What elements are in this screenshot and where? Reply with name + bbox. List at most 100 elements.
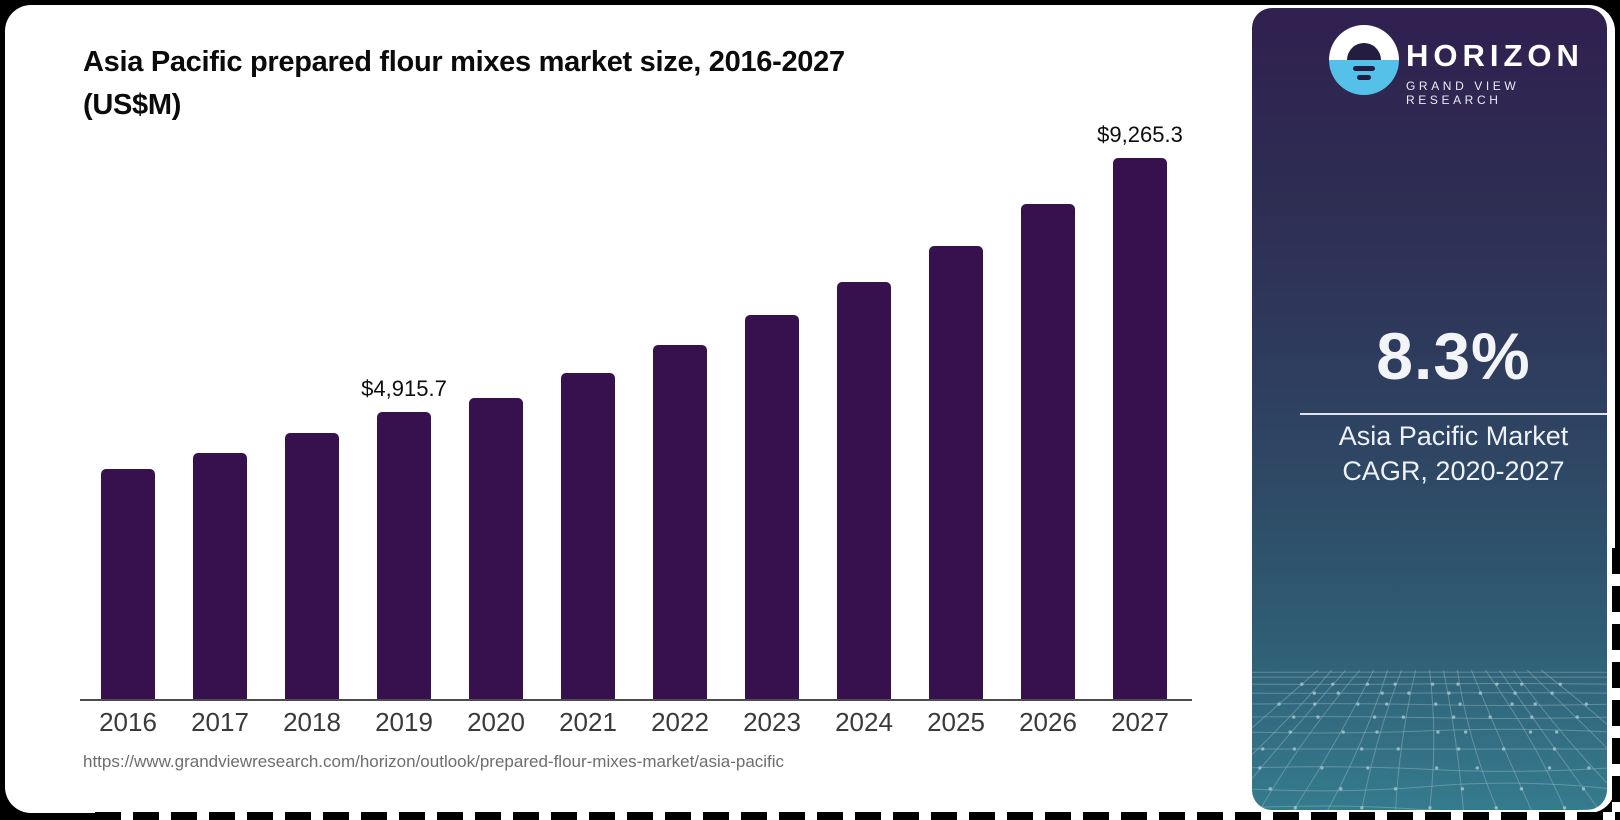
x-tick-2022: 2022 <box>651 707 709 737</box>
mesh-vline <box>1498 670 1600 810</box>
mesh-dot <box>1488 715 1492 719</box>
frame-dash-right <box>1612 548 1620 812</box>
mesh-dot <box>1430 682 1435 686</box>
mesh-dot <box>1365 682 1370 686</box>
mesh-dot <box>1366 766 1370 770</box>
x-tick-2020: 2020 <box>467 707 525 737</box>
bar-column-2020 <box>469 158 523 700</box>
mesh-hline <box>1252 703 1607 706</box>
mesh-dot <box>1584 702 1589 706</box>
mesh-dot <box>1393 787 1398 791</box>
bar-column-2022 <box>653 158 707 700</box>
mesh-vline <box>1470 670 1532 810</box>
mesh-hline <box>1252 728 1607 734</box>
mesh-dot <box>1458 702 1462 706</box>
mesh-dot <box>1434 702 1438 706</box>
brand-tagline: GRAND VIEW RESEARCH <box>1406 79 1520 107</box>
x-tick-2018: 2018 <box>283 707 341 737</box>
bar-2022 <box>653 345 707 700</box>
bar-2024 <box>837 282 891 700</box>
bar-column-2016 <box>101 158 155 700</box>
mesh-dot <box>1313 702 1317 706</box>
x-tick-2027: 2027 <box>1111 707 1169 737</box>
bar-2023 <box>745 315 799 700</box>
mesh-dot <box>1510 702 1514 706</box>
mesh-dot <box>1316 715 1320 719</box>
mesh-dot <box>1292 747 1297 751</box>
mesh-dot <box>1258 766 1262 770</box>
mesh-vline <box>1252 670 1333 756</box>
bar-column-2027: $9,265.3 <box>1097 122 1183 700</box>
cagr-stat-label-line2: CAGR, 2020-2027 <box>1342 456 1565 486</box>
mesh-hline <box>1252 682 1607 685</box>
mesh-dot <box>1513 691 1517 695</box>
mesh-dot <box>1528 730 1533 734</box>
mesh-dot <box>1396 747 1400 751</box>
bar-column-2024 <box>837 158 891 700</box>
bar-2020 <box>469 398 523 700</box>
mesh-dot <box>1494 806 1498 810</box>
mesh-vline <box>1361 670 1403 810</box>
mesh-dot <box>1451 715 1456 719</box>
mesh-dot <box>1341 730 1345 734</box>
bar-2025 <box>929 246 983 700</box>
bar-2026 <box>1021 204 1075 700</box>
source-url[interactable]: https://www.grandviewresearch.com/horizo… <box>83 752 785 771</box>
bar-column-2017 <box>193 158 247 700</box>
frame-dash-bottom <box>95 812 1620 820</box>
mesh-dot <box>1436 730 1440 734</box>
x-tick-2025: 2025 <box>927 707 985 737</box>
mesh-dot <box>1320 766 1324 770</box>
mesh-vline <box>1540 670 1607 725</box>
mesh-dot <box>1552 747 1557 751</box>
mesh-vline <box>1484 670 1566 810</box>
mesh-dot <box>1300 682 1304 686</box>
mesh-dot <box>1530 715 1534 719</box>
wireframe-mesh-decoration <box>1252 670 1607 810</box>
mesh-dot <box>1292 715 1296 719</box>
chart-title: Asia Pacific prepared flour mixes market… <box>83 41 1143 127</box>
mesh-dot <box>1587 766 1591 770</box>
mesh-dot <box>1407 691 1411 695</box>
mesh-vline <box>1442 670 1464 810</box>
mesh-vline <box>1429 670 1435 810</box>
mesh-dot <box>1336 691 1340 695</box>
mesh-dot <box>1393 682 1397 686</box>
horizon-sun-icon <box>1329 25 1399 95</box>
mesh-dot <box>1360 806 1364 810</box>
x-axis-labels: 2016 2017 2018 2019 2020 2021 2022 2023 2024 2025… <box>82 707 1186 738</box>
bar-column-2023 <box>745 158 799 700</box>
mesh-dot <box>1447 691 1451 695</box>
mesh-dot <box>1288 730 1292 734</box>
mesh-dot <box>1547 766 1552 770</box>
mesh-dot <box>1533 702 1537 706</box>
x-tick-2023: 2023 <box>743 707 801 737</box>
mesh-vline <box>1526 670 1607 749</box>
mesh-dot <box>1460 787 1465 791</box>
mesh-vline <box>1456 670 1498 810</box>
mesh-dot <box>1435 766 1439 770</box>
bar-2018 <box>285 433 339 700</box>
mesh-dot <box>1520 682 1524 686</box>
mesh-dot <box>1331 682 1335 686</box>
sidebar-panel: HORIZON GRAND VIEW RESEARCH 8.3% Asia Pa… <box>1252 8 1607 810</box>
bar-2027 <box>1113 158 1167 700</box>
bar-2019 <box>377 412 431 700</box>
mesh-dot <box>1478 691 1483 695</box>
mesh-vline <box>1395 670 1417 810</box>
mesh-dot <box>1339 787 1343 791</box>
mesh-vline <box>1252 670 1319 729</box>
x-tick-2026: 2026 <box>1019 707 1077 737</box>
cagr-stat-label-line1: Asia Pacific Market <box>1338 421 1569 451</box>
mesh-dot <box>1495 682 1499 686</box>
mesh-dot <box>1277 702 1281 706</box>
mesh-dot <box>1456 682 1460 686</box>
bar-column-2021 <box>561 158 615 700</box>
x-axis-line <box>80 699 1192 701</box>
mesh-dot <box>1380 691 1384 695</box>
mesh-dot <box>1558 682 1562 686</box>
mesh-hline <box>1252 805 1607 810</box>
chart-title-line2: (US$M) <box>83 89 182 121</box>
mesh-dot <box>1375 730 1379 734</box>
